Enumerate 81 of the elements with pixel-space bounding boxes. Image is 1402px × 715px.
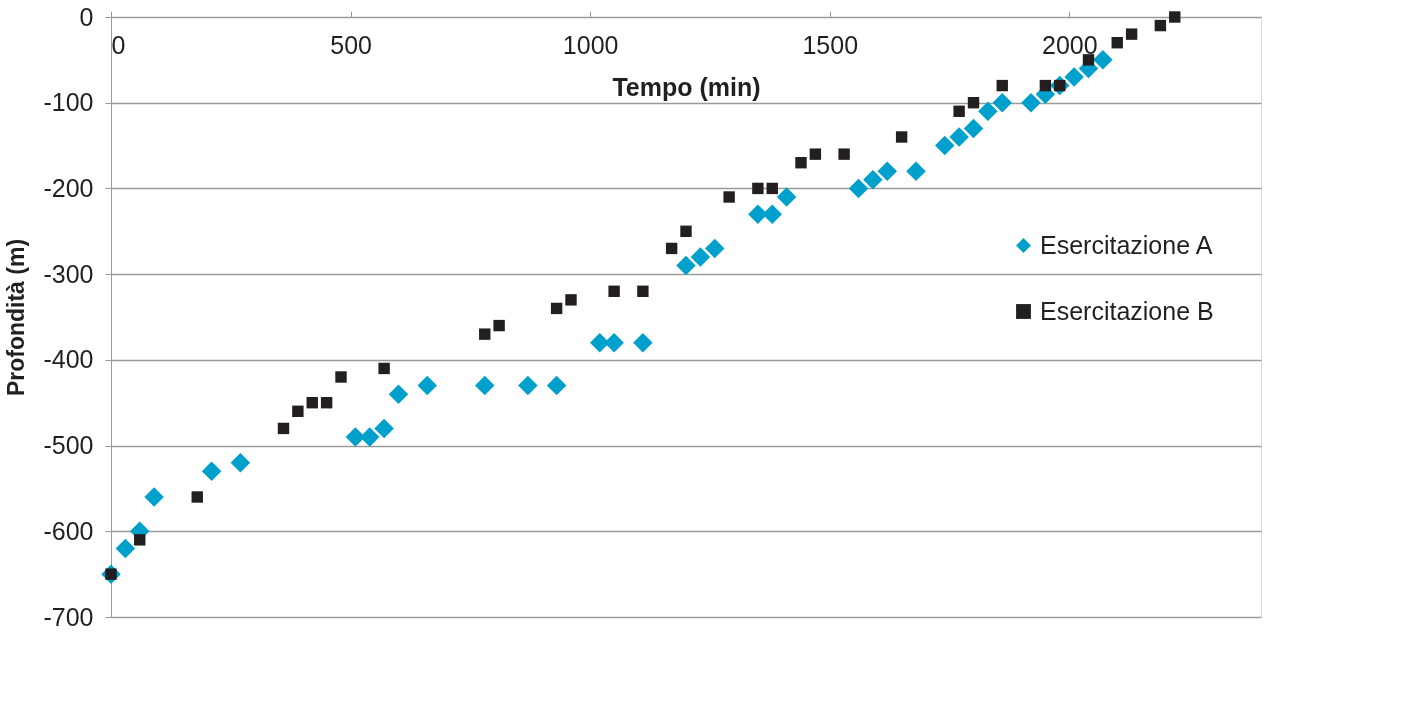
point: [134, 534, 146, 546]
point: [201, 461, 222, 482]
point: [665, 242, 678, 255]
point: [417, 375, 437, 396]
point: [345, 427, 366, 447]
point: [762, 204, 782, 224]
point: [676, 255, 696, 276]
point: [1039, 79, 1052, 92]
point: [776, 187, 797, 207]
point: [906, 161, 926, 182]
point: [996, 79, 1008, 92]
point: [604, 332, 624, 353]
point: [335, 371, 347, 383]
y-tick-label: -100: [43, 88, 94, 117]
y-tick-label: -300: [43, 259, 94, 288]
point: [953, 105, 965, 117]
legend-label: Esercitazione B: [1040, 296, 1214, 325]
point: [1154, 19, 1167, 32]
point: [848, 178, 869, 199]
point: [752, 182, 764, 195]
point: [306, 397, 318, 409]
point: [895, 131, 908, 143]
point: [690, 247, 711, 267]
point: [374, 418, 394, 439]
x-tick-label: 1500: [802, 30, 859, 59]
y-tick-label: -600: [43, 516, 94, 545]
x-tick-label: 500: [330, 30, 372, 59]
legend-label: Esercitazione A: [1040, 230, 1213, 259]
x-axis-title: Tempo (min): [612, 72, 761, 101]
point: [550, 302, 563, 315]
point: [144, 487, 164, 507]
point: [565, 294, 577, 306]
y-tick-label: -500: [43, 431, 94, 460]
point: [748, 204, 768, 224]
point: [518, 375, 538, 396]
y-axis-title: Profondità (m): [3, 238, 30, 397]
point: [479, 328, 491, 340]
point: [978, 101, 998, 122]
x-tick-label: 1000: [562, 30, 619, 59]
point: [637, 285, 649, 297]
point: [863, 170, 883, 190]
y-tick-label: -700: [43, 602, 94, 631]
point: [493, 319, 505, 332]
x-tick-label: 0: [111, 30, 126, 59]
point: [1111, 37, 1123, 49]
point: [608, 285, 620, 297]
point: [388, 384, 409, 404]
point: [633, 332, 653, 353]
point: [1021, 92, 1041, 113]
point: [963, 118, 984, 139]
point: [992, 92, 1012, 113]
point: [1169, 11, 1181, 23]
point: [809, 148, 822, 160]
point: [1082, 54, 1095, 66]
point: [230, 452, 251, 473]
point: [967, 97, 980, 109]
point: [680, 225, 692, 237]
point: [292, 405, 304, 417]
point: [590, 332, 610, 353]
point: [378, 362, 390, 375]
point: [723, 191, 735, 203]
point: [191, 491, 203, 503]
point: [795, 157, 807, 169]
y-tick-label: 0: [79, 2, 94, 31]
y-tick-label: -400: [43, 345, 94, 374]
point: [949, 127, 969, 147]
point: [277, 422, 290, 435]
point: [115, 538, 136, 559]
y-tick-label: -200: [43, 173, 94, 202]
point: [935, 135, 955, 156]
point: [546, 375, 567, 396]
point: [1064, 67, 1084, 87]
point: [766, 182, 778, 195]
point: [838, 148, 850, 160]
point: [475, 375, 495, 396]
point: [877, 161, 897, 182]
point: [705, 238, 725, 259]
point: [360, 427, 380, 447]
point: [1125, 28, 1138, 40]
x-tick-label: 2000: [1042, 30, 1098, 59]
point: [320, 397, 333, 409]
